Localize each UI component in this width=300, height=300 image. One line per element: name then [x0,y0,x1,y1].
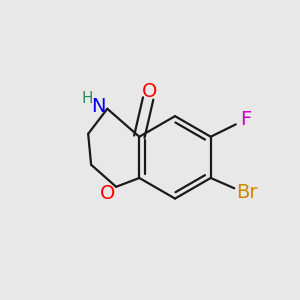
Text: O: O [100,184,116,203]
Text: Br: Br [236,183,257,202]
Text: O: O [142,82,157,100]
Text: N: N [91,97,106,116]
Text: F: F [240,110,251,129]
Text: H: H [82,91,93,106]
